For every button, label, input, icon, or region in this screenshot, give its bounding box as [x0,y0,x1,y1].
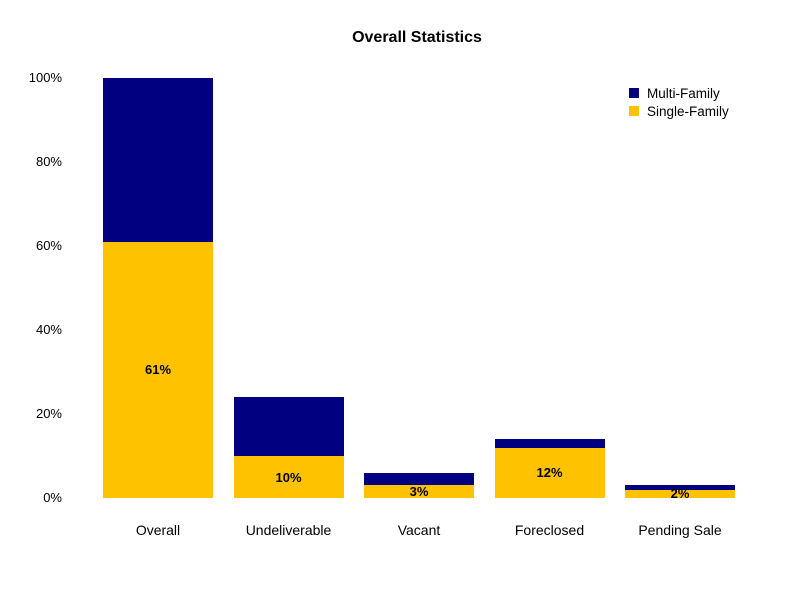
y-tick-label: 40% [35,322,62,337]
bar-segment-single-family-vacant [364,485,474,498]
y-tick-label: 100% [28,70,62,85]
legend-item-single-family: Single-Family [629,102,729,120]
legend: Multi-Family Single-Family [629,84,729,120]
bar-segment-multi-family-foreclosed [494,439,605,448]
legend-label: Single-Family [647,103,729,119]
x-category-label-vacant: Vacant [397,522,441,538]
legend-swatch-icon [629,106,639,116]
bar-value-label: 61% [144,362,172,378]
x-category-label-foreclosed: Foreclosed [514,522,585,538]
bar-segment-single-family-undeliverable [233,456,344,498]
bar-segment-multi-family-undeliverable [233,397,344,456]
bar-segment-single-family-overall [103,241,213,498]
x-category-label-undeliverable: Undeliverable [245,522,332,538]
chart-title: Overall Statistics [352,29,482,46]
y-tick-label: 20% [35,406,62,421]
bar-value-label: 3% [409,484,429,500]
bar-value-label: 12% [536,465,563,481]
bar-segment-single-family-pending-sale [625,489,735,498]
legend-swatch-icon [629,88,639,98]
legend-label: Multi-Family [647,85,720,101]
legend-item-multi-family: Multi-Family [629,84,729,102]
y-tick-label: 80% [35,154,62,169]
bar-segment-multi-family-vacant [364,472,474,486]
x-category-label-overall: Overall [135,522,181,538]
y-tick-label: 0% [43,490,62,505]
bar-segment-multi-family-pending-sale [625,485,735,490]
bar-segment-single-family-foreclosed [494,447,605,498]
bar-segment-multi-family-overall [103,78,213,242]
y-tick-label: 60% [35,238,62,253]
bar-value-label: 2% [670,486,690,502]
bar-value-label: 10% [275,469,302,485]
x-category-label-pending-sale: Pending Sale [638,522,722,538]
